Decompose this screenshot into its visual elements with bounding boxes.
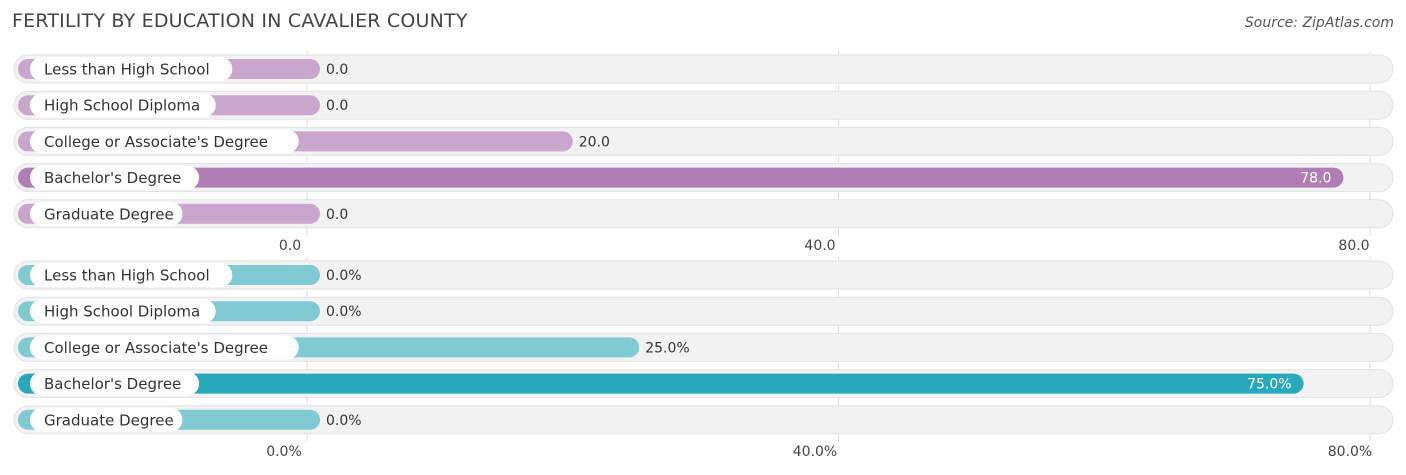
tick-label: 80.0: [1338, 238, 1369, 254]
category-label-background: [30, 165, 200, 190]
value-label: 0.0%: [326, 413, 362, 429]
value-label: 0.0: [326, 98, 348, 114]
row-background: [13, 90, 1394, 120]
row-background: [13, 54, 1394, 84]
category-label-background: [30, 93, 216, 118]
category-label: High School Diploma: [44, 97, 200, 115]
category-label: Bachelor's Degree: [44, 169, 181, 187]
category-label-background: [30, 57, 233, 81]
category-label-background: [30, 129, 299, 154]
chart-title: FERTILITY BY EDUCATION IN CAVALIER COUNT…: [12, 10, 468, 32]
category-label-background: [30, 407, 183, 432]
category-label: Less than High School: [44, 61, 210, 79]
value-label: 0.0: [326, 62, 348, 78]
category-label: Bachelor's Degree: [44, 375, 181, 393]
row-background: [13, 296, 1394, 326]
category-label-background: [30, 263, 233, 287]
category-label-background: [30, 201, 183, 226]
category-label-background: [30, 371, 200, 396]
tick-label: 0.0: [279, 238, 301, 254]
value-label: 78.0: [1300, 171, 1331, 187]
tick-label: 80.0%: [1328, 444, 1372, 460]
chart-source: Source: ZipAtlas.com: [1244, 15, 1394, 31]
category-label-background: [30, 335, 299, 360]
value-label: 75.0%: [1247, 377, 1291, 393]
value-label: 0.0: [326, 207, 348, 223]
category-label-background: [30, 299, 216, 324]
row-background: [13, 260, 1394, 290]
category-label: College or Associate's Degree: [44, 339, 268, 357]
value-label: 25.0%: [645, 340, 689, 356]
row-background: [13, 405, 1394, 435]
value-label: 0.0%: [326, 268, 362, 284]
bar: [18, 167, 1344, 188]
category-label: Less than High School: [44, 267, 210, 285]
row-background: [13, 199, 1394, 229]
value-label: 20.0: [579, 134, 610, 150]
value-label: 0.0%: [326, 304, 362, 320]
category-label: Graduate Degree: [44, 205, 174, 223]
tick-label: 0.0%: [266, 444, 302, 460]
tick-label: 40.0: [804, 238, 835, 254]
category-label: College or Associate's Degree: [44, 133, 268, 151]
category-label: Graduate Degree: [44, 411, 174, 429]
category-label: High School Diploma: [44, 303, 200, 321]
bar: [18, 373, 1304, 394]
tick-label: 40.0%: [793, 444, 837, 460]
